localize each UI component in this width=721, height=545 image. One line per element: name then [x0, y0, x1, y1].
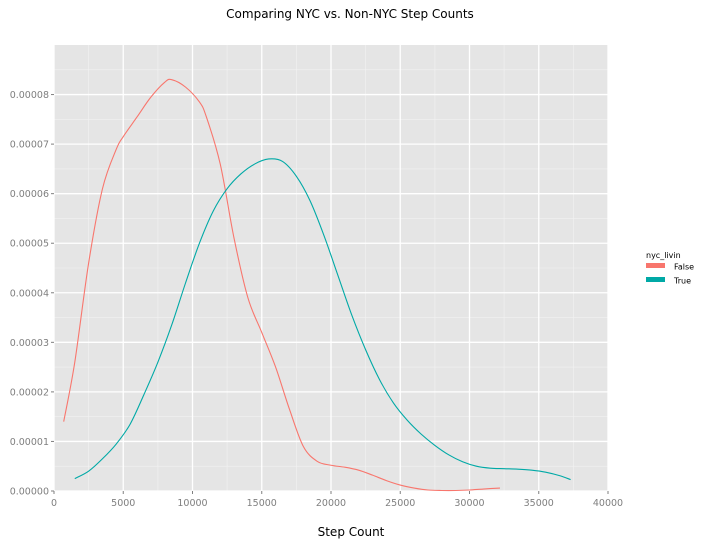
y-tick-label: 0.00003 — [10, 338, 49, 349]
x-tick-label: 15000 — [247, 498, 277, 509]
y-tick-label: 0.00005 — [10, 239, 49, 250]
y-tick-label: 0.00004 — [10, 288, 49, 299]
legend-swatch-false — [646, 263, 665, 268]
major-gridlines — [53, 45, 609, 492]
x-tick-label: 25000 — [385, 498, 415, 509]
y-tick-label: 0.00001 — [10, 437, 49, 448]
x-axis-ticks: 0 5000 10000 15000 20000 25000 30000 35000 40000 — [51, 491, 623, 509]
x-tick-label: 40000 — [593, 498, 623, 509]
legend-swatch-true — [646, 277, 665, 282]
y-tick-label: 0.00007 — [10, 140, 49, 151]
y-tick-label: 0.00008 — [10, 90, 49, 101]
legend-title: nyc_livin — [646, 251, 681, 260]
y-tick-label: 0.00000 — [10, 487, 49, 498]
series-layer — [63, 78, 571, 492]
y-tick-label: 0.00006 — [10, 189, 49, 200]
legend-label-true: True — [673, 277, 691, 286]
x-tick-label: 20000 — [316, 498, 346, 509]
chart-title: Comparing NYC vs. Non-NYC Step Counts — [226, 7, 474, 21]
legend: nyc_livin False True — [646, 251, 694, 286]
y-tick-label: 0.00002 — [10, 387, 49, 398]
x-tick-label: 30000 — [454, 498, 484, 509]
x-tick-label: 35000 — [524, 498, 554, 509]
series-line-false — [63, 78, 501, 492]
x-tick-label: 5000 — [111, 498, 135, 509]
x-tick-label: 0 — [51, 498, 57, 509]
x-axis-title: Step Count — [318, 525, 385, 539]
series-line-true — [74, 158, 571, 481]
legend-label-false: False — [674, 263, 694, 272]
y-axis-ticks: 0.00000 0.00001 0.00002 0.00003 0.00004 0.000… — [10, 90, 54, 498]
x-tick-label: 10000 — [177, 498, 207, 509]
